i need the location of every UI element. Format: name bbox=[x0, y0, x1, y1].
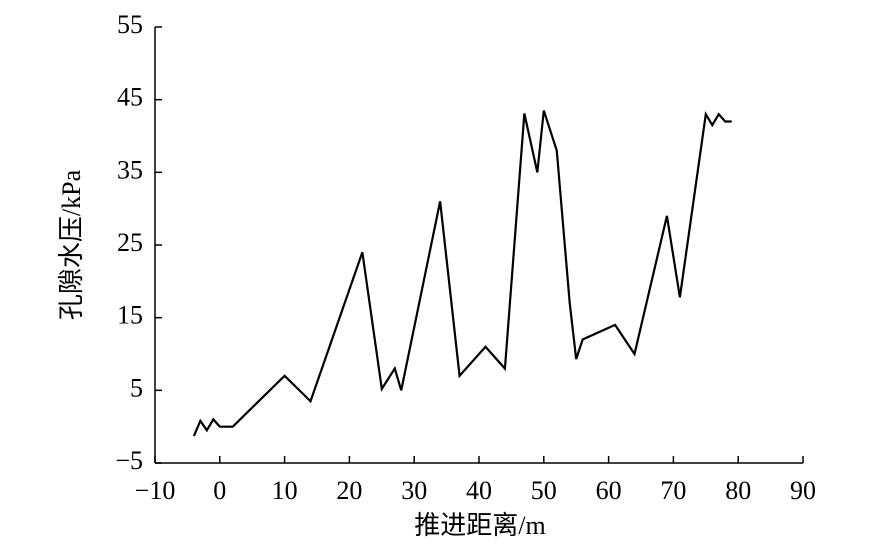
data-line bbox=[192, 110, 732, 437]
x-tick-label: 10 bbox=[272, 476, 298, 505]
x-tick-label: 50 bbox=[531, 476, 557, 505]
y-tick-label: 25 bbox=[117, 228, 143, 257]
x-tick-label: 90 bbox=[790, 476, 816, 505]
y-tick-label: 15 bbox=[117, 301, 143, 330]
x-tick-label: 30 bbox=[401, 476, 427, 505]
y-tick-label: 45 bbox=[117, 83, 143, 112]
x-tick-label: 20 bbox=[336, 476, 362, 505]
y-tick-label: 35 bbox=[117, 155, 143, 184]
x-axis-label: 推进距离/m bbox=[414, 511, 545, 540]
x-tick-label: 40 bbox=[466, 476, 492, 505]
y-tick-label: −5 bbox=[115, 446, 143, 475]
x-tick-label: −10 bbox=[135, 476, 176, 505]
x-tick-label: 60 bbox=[596, 476, 622, 505]
y-axis-label: 孔隙水压/kPa bbox=[57, 169, 86, 320]
x-tick-label: 70 bbox=[660, 476, 686, 505]
x-tick-label: 80 bbox=[725, 476, 751, 505]
y-tick-label: 5 bbox=[130, 373, 143, 402]
x-tick-label: 0 bbox=[213, 476, 226, 505]
y-tick-label: 55 bbox=[117, 10, 143, 39]
